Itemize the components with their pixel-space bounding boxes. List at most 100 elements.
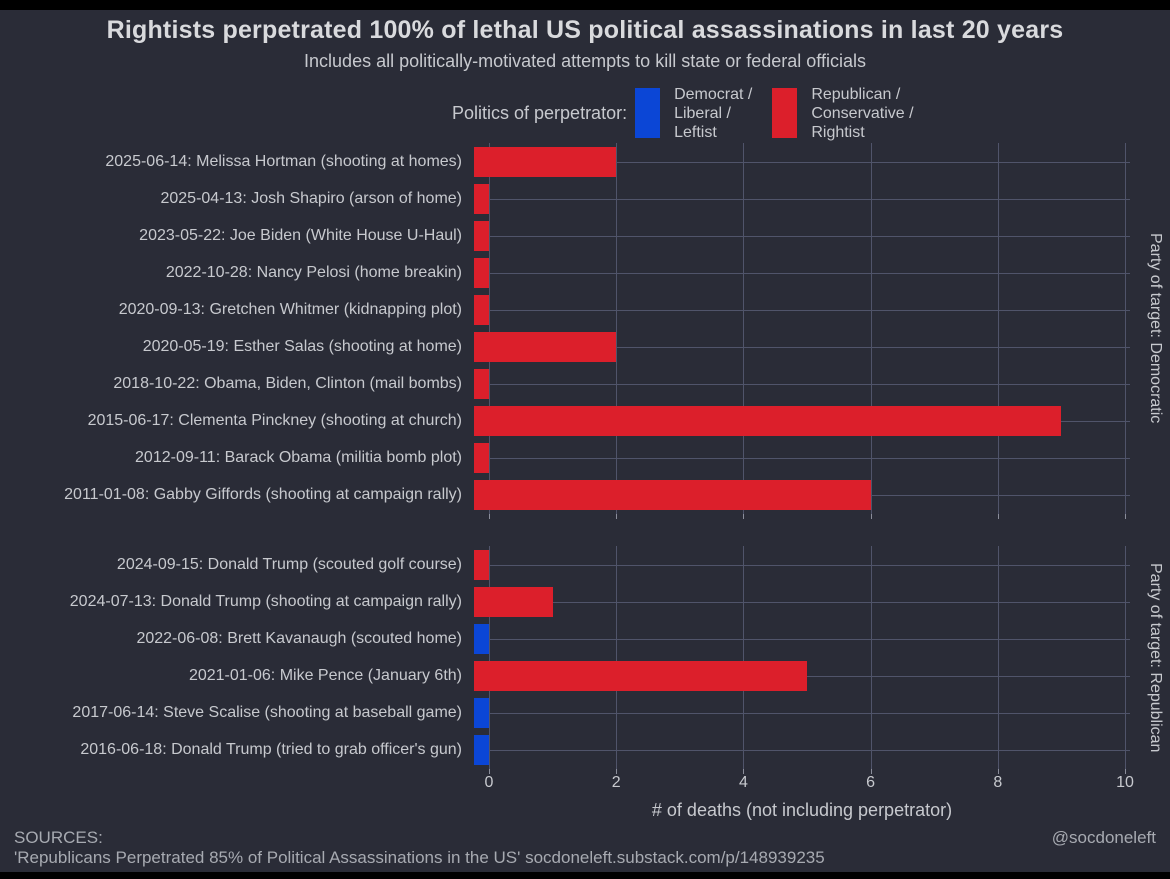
row-plot-area [474,440,1130,477]
gridline-x [743,546,745,769]
chart-figure: Rightists perpetrated 100% of lethal US … [0,10,1170,872]
axis-tick-mark [743,514,745,519]
death-count-bar [474,443,489,474]
death-count-bar [474,220,489,251]
x-tick-label: 2 [611,774,621,791]
row-label: 2012-09-11: Barack Obama (militia bomb p… [135,449,462,467]
row-label: 2022-10-28: Nancy Pelosi (home breakin) [165,263,462,281]
axis-tick-mark [489,769,490,774]
row-plot-area [474,658,1130,695]
chart-row: 2020-09-13: Gretchen Whitmer (kidnapping… [0,291,1170,328]
row-label: 2024-09-15: Donald Trump (scouted golf c… [116,555,462,573]
legend-label-line: Liberal / [674,104,731,122]
axis-tick-mark [489,514,490,519]
gridline-x [870,143,872,514]
legend-label-democrat: Democrat / Liberal / Leftist [674,85,752,142]
row-plot-area [474,403,1130,440]
chart-row: 2016-06-18: Donald Trump (tried to grab … [0,732,1170,769]
chart-row: 2012-09-11: Barack Obama (militia bomb p… [0,440,1170,477]
chart-row: 2023-05-22: Joe Biden (White House U-Hau… [0,217,1170,254]
chart-row: 2022-06-08: Brett Kavanaugh (scouted hom… [0,620,1170,657]
row-label: 2020-05-19: Esther Salas (shooting at ho… [142,338,462,356]
x-tick-label: 10 [1116,774,1134,791]
legend: Politics of perpetrator: Democrat / Libe… [452,84,926,142]
legend-label-line: Rightist [811,123,865,141]
death-count-bar [474,406,1062,437]
gridline-y [474,750,1130,752]
row-plot-area [474,143,1130,180]
gridline-x [870,546,872,769]
death-count-bar [474,549,489,580]
facet-panel: 2025-06-14: Melissa Hortman (shooting at… [0,143,1170,519]
gridline-x [997,143,999,514]
row-label: 2022-06-08: Brett Kavanaugh (scouted hom… [136,629,462,647]
row-plot-area [474,328,1130,365]
gridline-x [616,546,618,769]
row-plot-area [474,477,1130,514]
gridline-layer [474,143,1130,519]
gridline-x [743,143,745,514]
chart-row: 2020-05-19: Esther Salas (shooting at ho… [0,328,1170,365]
gridline-y [474,272,1130,274]
row-label: 2020-09-13: Gretchen Whitmer (kidnapping… [118,300,462,318]
chart-row: 2011-01-08: Gabby Giffords (shooting at … [0,477,1170,514]
facet-panel: 2024-09-15: Donald Trump (scouted golf c… [0,546,1170,774]
death-count-bar [474,735,489,766]
gridline-x [1125,546,1126,769]
gridline-y [474,198,1130,200]
gridline-y [474,384,1130,386]
death-count-bar [474,480,871,511]
gridline-y [474,347,1130,349]
row-label: 2023-05-22: Joe Biden (White House U-Hau… [139,226,462,244]
row-label: 2021-01-06: Mike Pence (January 6th) [188,667,462,685]
gridline-x [489,546,490,769]
row-label: 2011-01-08: Gabby Giffords (shooting at … [64,486,462,504]
death-count-bar [474,183,489,214]
row-plot-area [474,291,1130,328]
gridline-x [997,546,999,769]
row-label: 2015-06-17: Clementa Pinckney (shooting … [87,412,462,430]
death-count-bar [474,586,553,617]
x-tick-label: 8 [993,774,1003,791]
chart-row: 2025-04-13: Josh Shapiro (arson of home) [0,180,1170,217]
chart-row: 2021-01-06: Mike Pence (January 6th) [0,658,1170,695]
x-tick-label: 6 [866,774,876,791]
death-count-bar [474,257,489,288]
gridline-y [474,564,1130,566]
axis-tick-mark [870,514,872,519]
source-citation: 'Republicans Perpetrated 85% of Politica… [14,848,825,867]
chart-row: 2015-06-17: Clementa Pinckney (shooting … [0,403,1170,440]
x-tick-label: 4 [738,774,748,791]
gridline-layer [474,546,1130,774]
legend-label-line: Conservative / [811,104,914,122]
axis-tick-mark [997,769,999,774]
row-plot-area [474,695,1130,732]
chart-subtitle: Includes all politically-motivated attem… [304,51,866,71]
chart-row: 2022-10-28: Nancy Pelosi (home breakin) [0,254,1170,291]
gridline-y [474,713,1130,715]
axis-tick-mark [616,514,618,519]
row-plot-area [474,583,1130,620]
row-label: 2017-06-14: Steve Scalise (shooting at b… [72,704,462,722]
gridline-x [616,143,618,514]
gridline-y [474,458,1130,460]
row-plot-area [474,366,1130,403]
axis-tick-mark [997,514,999,519]
axis-tick-mark [870,769,872,774]
row-label: 2025-06-14: Melissa Hortman (shooting at… [105,152,462,170]
death-count-bar [474,146,617,177]
gridline-x [1125,143,1126,514]
chart-row: 2018-10-22: Obama, Biden, Clinton (mail … [0,366,1170,403]
death-count-bar [474,623,489,654]
row-plot-area [474,546,1130,583]
x-axis-title: # of deaths (not including perpetrator) [651,800,953,820]
row-label: 2018-10-22: Obama, Biden, Clinton (mail … [113,375,462,393]
facet-strip-label: Party of target: Republican [1147,562,1164,753]
death-count-bar [474,294,489,325]
row-plot-area [474,254,1130,291]
axis-tick-mark [616,769,618,774]
gridline-y [474,235,1130,237]
row-plot-area [474,217,1130,254]
legend-label-line: Republican / [811,85,901,103]
